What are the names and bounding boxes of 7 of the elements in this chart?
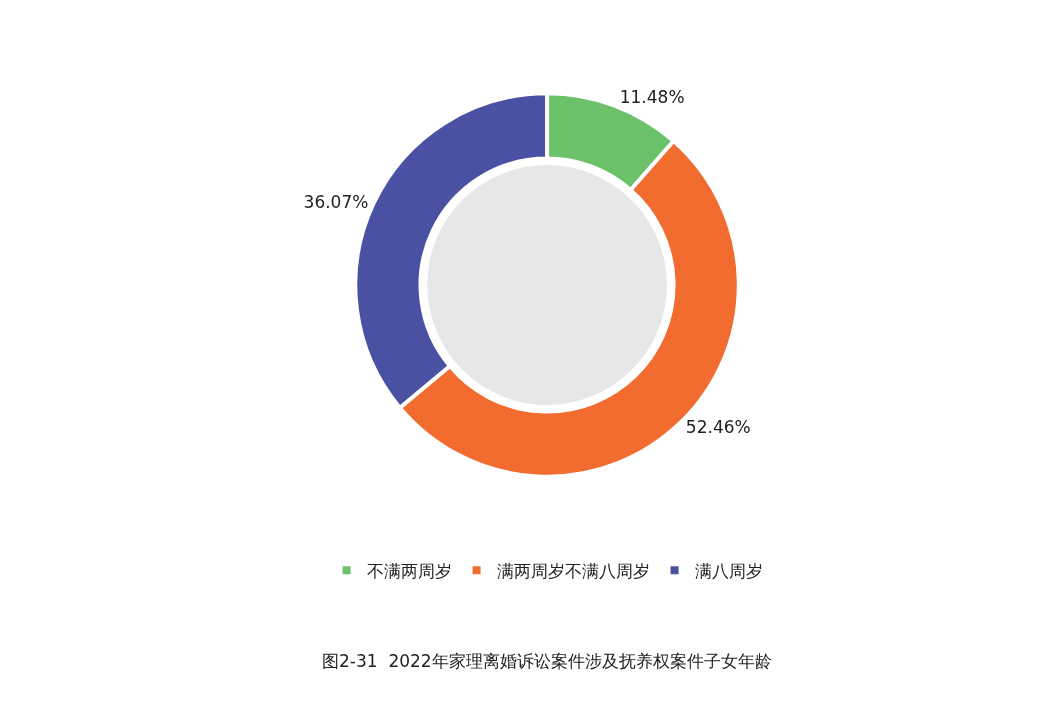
data-label: 36.07% bbox=[303, 191, 369, 212]
legend-label: 满两周岁不满八周岁 bbox=[496, 560, 650, 581]
data-label: 52.46% bbox=[685, 417, 751, 438]
legend-label: 不满两周岁 bbox=[366, 560, 452, 581]
data-label: 11.48% bbox=[619, 86, 685, 107]
text: 图2-31 2022年家理离婚诉讼案件涉及抚养权案件子女年龄 bbox=[322, 651, 772, 671]
legend-label: 满八周岁 bbox=[694, 560, 763, 581]
